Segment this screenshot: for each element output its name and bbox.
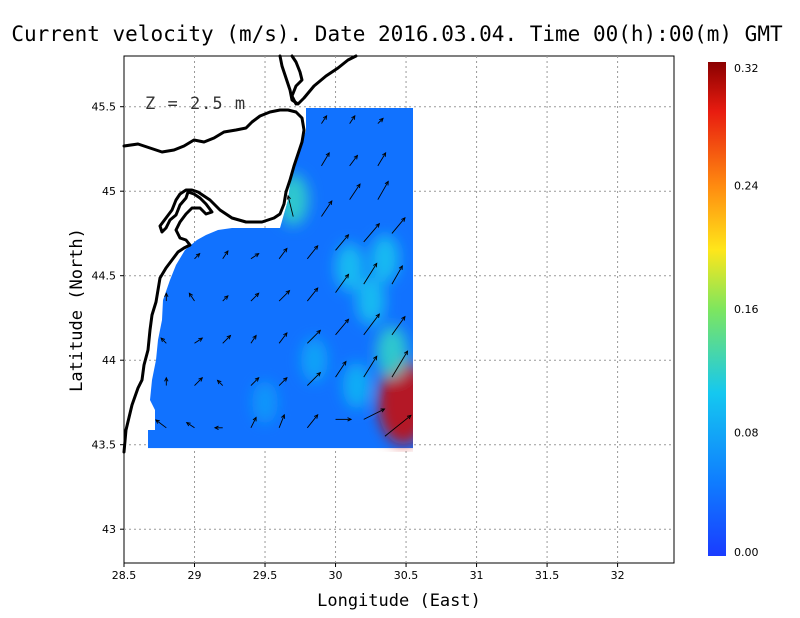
colorbar-tick-label: 0.32 — [734, 62, 759, 75]
x-tick-label: 31 — [470, 569, 484, 582]
velocity-arrow — [278, 247, 288, 260]
velocity-arrow — [321, 151, 330, 167]
speed-feature — [335, 243, 365, 292]
velocity-arrow — [216, 379, 224, 386]
velocity-arrow — [384, 414, 412, 437]
colorbar-ticks: 0.00 0.08 0.16 0.24 0.32 — [734, 62, 759, 559]
velocity-arrow — [155, 419, 167, 429]
velocity-arrow — [286, 194, 294, 217]
y-tick-label: 43 — [102, 523, 116, 536]
coastline-main — [122, 108, 306, 454]
y-tick-label: 45.5 — [92, 101, 117, 114]
colorbar-tick-label: 0.08 — [734, 427, 759, 440]
x-tick-label: 30 — [329, 569, 343, 582]
velocity-arrow — [391, 217, 406, 234]
y-tick-label: 45 — [102, 185, 116, 198]
velocity-arrow — [349, 154, 359, 167]
velocity-arrow — [321, 200, 333, 217]
y-axis-ticks: 43 43.5 44 44.5 45 45.5 — [92, 101, 124, 536]
velocity-arrow — [335, 318, 350, 336]
velocity-arrow — [278, 332, 288, 344]
velocity-arrow — [278, 289, 291, 302]
velocity-arrow — [194, 337, 204, 344]
speed-feature — [301, 338, 328, 383]
velocity-arrow — [377, 117, 384, 124]
velocity-arrow — [363, 222, 381, 243]
velocity-arrow — [349, 114, 356, 124]
plot-area: Z = 2.5 m — [122, 54, 675, 564]
x-tick-label: 29 — [188, 569, 202, 582]
velocity-arrow — [250, 334, 257, 344]
colorbar-tick-label: 0.24 — [734, 180, 759, 193]
velocity-arrow — [391, 350, 409, 378]
velocity-arrow — [335, 417, 353, 422]
velocity-arrow — [363, 262, 378, 285]
x-axis-label: Longitude (East) — [317, 591, 481, 611]
velocity-arrow — [307, 329, 322, 344]
velocity-arrow — [363, 355, 378, 378]
speed-feature — [376, 325, 408, 378]
velocity-arrow — [306, 244, 319, 260]
velocity-arrow — [250, 292, 260, 302]
velocity-arrow — [307, 371, 322, 386]
coastline-delta — [290, 54, 304, 106]
velocity-arrow — [335, 233, 350, 251]
velocity-arrow — [363, 313, 380, 336]
velocity-arrow — [164, 376, 169, 386]
coastline — [122, 54, 358, 454]
velocity-arrow — [391, 265, 403, 285]
speed-feature — [370, 234, 400, 283]
depth-annotation: Z = 2.5 m — [145, 94, 246, 114]
x-axis-ticks: 28.5 29 29.5 30 30.5 31 31.5 32 — [112, 563, 625, 582]
speed-feature — [342, 362, 371, 409]
velocity-arrow — [250, 416, 257, 429]
velocity-arrow — [335, 360, 347, 378]
y-tick-label: 43.5 — [92, 439, 117, 452]
chart-title: Current velocity (m/s). Date 2016.03.04.… — [11, 22, 783, 46]
speed-feature — [252, 381, 278, 424]
x-tick-label: 29.5 — [253, 569, 278, 582]
velocity-arrow — [349, 183, 361, 200]
velocity-arrow — [391, 315, 406, 336]
velocity-arrow — [188, 292, 195, 302]
x-tick-label: 28.5 — [112, 569, 137, 582]
velocity-arrow — [194, 377, 204, 386]
speed-feature — [378, 360, 413, 445]
x-tick-label: 30.5 — [394, 569, 419, 582]
speed-feature — [356, 277, 386, 326]
y-tick-label: 44 — [102, 354, 116, 367]
x-tick-label: 32 — [611, 569, 625, 582]
velocity-arrow — [250, 377, 260, 386]
velocity-arrow — [377, 180, 389, 200]
velocity-arrow — [194, 252, 201, 260]
velocity-arrow — [213, 425, 223, 430]
velocity-arrow — [377, 151, 387, 167]
velocity-arrow — [185, 422, 195, 429]
colorbar-scale — [708, 62, 726, 556]
velocity-arrow — [160, 337, 167, 344]
velocity-arrow — [222, 250, 229, 260]
velocity-arrow — [321, 114, 328, 124]
velocity-arrow — [222, 295, 229, 302]
velocity-arrow — [250, 253, 260, 260]
velocity-arrow — [278, 377, 288, 386]
velocity-arrow — [335, 273, 350, 293]
y-axis-label: Latitude (North) — [67, 228, 87, 392]
velocity-arrow — [278, 413, 286, 428]
x-tick-label: 31.5 — [535, 569, 560, 582]
y-tick-label: 44.5 — [92, 270, 117, 283]
velocity-arrow — [306, 413, 319, 429]
velocity-vectors — [155, 114, 412, 437]
velocity-arrow — [222, 334, 232, 344]
coastline-north — [278, 54, 358, 106]
velocity-arrow — [164, 292, 169, 302]
velocity-arrow — [306, 287, 319, 302]
velocity-arrow — [363, 408, 386, 420]
colorbar-tick-label: 0.16 — [734, 303, 759, 316]
colorbar-tick-label: 0.00 — [734, 546, 759, 559]
colorbar: 0.00 0.08 0.16 0.24 0.32 — [708, 62, 759, 559]
